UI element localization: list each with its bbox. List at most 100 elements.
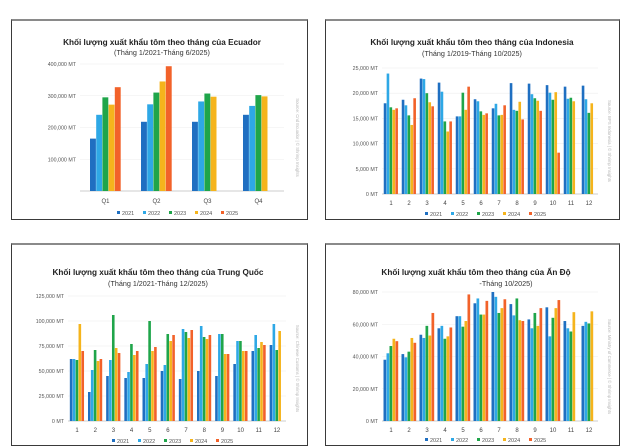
bar-2023-5 — [461, 326, 465, 421]
bar-2025-Q2 — [165, 66, 172, 191]
bar-2023-8 — [515, 298, 519, 421]
x-tick-label: 6 — [479, 201, 483, 207]
x-tick-label: 1 — [75, 428, 79, 434]
source-note: Source: Chinese Customs | © Shrimp Insig… — [295, 325, 300, 412]
legend-swatch-2024 — [190, 439, 193, 442]
x-tick-label: 11 — [568, 428, 575, 434]
bar-2025-4 — [449, 121, 452, 194]
legend-swatch-2022 — [138, 439, 141, 442]
bar-2022-3 — [422, 337, 426, 421]
bar-2024-10 — [554, 92, 558, 194]
bar-2025-6 — [172, 335, 175, 421]
legend-label-2022: 2022 — [456, 212, 468, 218]
bar-2025-4 — [135, 351, 139, 421]
bar-2022-Q3 — [198, 101, 205, 191]
indonesia-chart: Khối lượng xuất khẩu tôm theo tháng của … — [353, 37, 612, 218]
bar-2022-Q2 — [147, 104, 154, 191]
bar-2021-5 — [142, 378, 146, 421]
x-tick-label: 9 — [533, 428, 537, 434]
legend-label-2024: 2024 — [508, 438, 520, 444]
bar-2023-Q1 — [102, 97, 109, 191]
bar-2024-12 — [590, 311, 594, 421]
bar-2023-10 — [239, 341, 242, 421]
bar-2021-3 — [106, 376, 109, 421]
x-tick-label: 4 — [443, 428, 447, 434]
bar-2023-4 — [443, 338, 447, 421]
bar-2024-7 — [500, 308, 504, 421]
legend-label-2023: 2023 — [482, 212, 494, 218]
source-note: Source: BPS Indonesia | © Shrimp Insight… — [607, 100, 612, 182]
bar-2022-12 — [584, 99, 588, 194]
bar-2023-8 — [515, 110, 519, 194]
legend-swatch-2025 — [221, 211, 224, 214]
x-tick-label: 12 — [586, 428, 593, 434]
bar-2023-9 — [533, 312, 537, 421]
bar-2024-11 — [572, 101, 576, 194]
bar-2023-4 — [443, 121, 447, 194]
chart-subtitle: (Tháng 1/2019-Tháng 10/2025) — [422, 49, 522, 58]
bar-2024-Q2 — [159, 81, 166, 191]
bar-2021-10 — [545, 307, 549, 421]
y-tick-label: 75,000 MT — [39, 344, 65, 350]
bar-2022-9 — [530, 94, 534, 194]
legend-swatch-2022 — [451, 212, 454, 215]
bar-2023-12 — [587, 112, 591, 194]
y-tick-label: 100,000 MT — [36, 319, 65, 325]
bar-2023-12 — [587, 323, 591, 421]
bar-2022-3 — [422, 79, 426, 194]
bar-2025-3 — [431, 312, 435, 421]
y-tick-label: 125,000 MT — [36, 294, 65, 300]
bar-2025-10 — [557, 152, 560, 194]
legend-label-2025: 2025 — [534, 438, 546, 444]
bar-2021-9 — [527, 319, 531, 421]
bar-2025-2 — [99, 359, 103, 421]
china-chart-panel: Khối lượng xuất khẩu tôm theo tháng của … — [11, 243, 308, 446]
bar-2023-1 — [389, 107, 393, 194]
x-tick-label: 8 — [203, 428, 207, 434]
bar-2025-Q1 — [114, 87, 121, 191]
x-tick-label: 3 — [112, 428, 116, 434]
bar-2022-4 — [127, 372, 130, 421]
india-chart: Khối lượng xuất khẩu tôm theo tháng của … — [353, 267, 612, 444]
chart-title: Khối lượng xuất khẩu tôm theo tháng của … — [63, 37, 262, 47]
bar-2024-5 — [464, 109, 468, 194]
bar-2022-9 — [218, 334, 221, 421]
bar-2025-1 — [395, 341, 399, 421]
bar-2023-5 — [148, 321, 151, 421]
x-tick-label: 12 — [274, 428, 281, 434]
x-tick-label: 2 — [407, 201, 411, 207]
y-tick-label: 0 MT — [366, 419, 379, 425]
bar-2021-8 — [509, 304, 513, 421]
bar-2024-4 — [133, 355, 136, 421]
x-tick-label: 10 — [550, 201, 557, 207]
x-tick-label: 11 — [568, 201, 575, 207]
bar-2025-6 — [485, 300, 489, 421]
bar-2024-1 — [78, 324, 82, 421]
bar-2024-6 — [482, 314, 486, 421]
indonesia-chart-panel: Khối lượng xuất khẩu tôm theo tháng của … — [325, 19, 620, 220]
legend-swatch-2023 — [164, 439, 167, 442]
bar-2022-12 — [584, 321, 588, 421]
bar-2021-6 — [473, 303, 477, 421]
bar-2023-10 — [551, 99, 555, 194]
bar-2022-1 — [386, 73, 390, 194]
bar-2022-1 — [386, 353, 390, 421]
legend-swatch-2023 — [169, 211, 172, 214]
chart-title: Khối lượng xuất khẩu tôm theo tháng của … — [381, 267, 570, 277]
bar-2023-7 — [497, 115, 501, 194]
bar-2021-4 — [437, 82, 441, 194]
bar-2025-5 — [467, 294, 471, 421]
legend-label-2021: 2021 — [122, 211, 134, 217]
bar-2023-3 — [425, 325, 429, 421]
bar-2022-8 — [199, 326, 203, 421]
x-tick-label: 5 — [461, 428, 465, 434]
bar-2025-10 — [557, 300, 561, 421]
bar-2023-9 — [533, 98, 537, 194]
x-tick-label: 7 — [497, 428, 501, 434]
bar-2024-11 — [260, 342, 263, 421]
bar-2025-7 — [503, 105, 506, 194]
bar-2022-2 — [404, 105, 408, 194]
ecuador-chart-panel: Khối lượng xuất khẩu tôm theo tháng của … — [11, 19, 308, 220]
bar-2025-8 — [521, 321, 525, 421]
bar-2024-7 — [187, 338, 191, 421]
